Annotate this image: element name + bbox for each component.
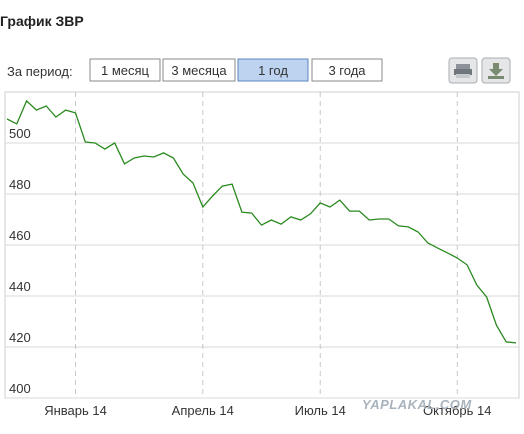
period-button[interactable]: 3 года — [311, 58, 383, 82]
period-label: За период: — [7, 64, 73, 79]
button-label: 3 года — [328, 63, 366, 78]
icon-part — [488, 76, 504, 79]
y-tick-label: 400 — [9, 381, 31, 396]
x-tick-label: Апрель 14 — [172, 403, 234, 418]
button-label: 1 месяц — [101, 63, 150, 78]
y-tick-label: 500 — [9, 126, 31, 141]
watermark: YAPLAKAL.COM — [362, 397, 472, 412]
icon-part — [456, 64, 470, 69]
icon-part — [454, 69, 472, 75]
x-tick-label: Июль 14 — [295, 403, 346, 418]
button-label: 1 год — [258, 63, 288, 78]
y-tick-label: 460 — [9, 228, 31, 243]
print-button[interactable] — [448, 57, 478, 84]
button-box — [89, 58, 161, 82]
data-line — [6, 99, 517, 344]
period-button[interactable]: 3 месяца — [162, 58, 236, 82]
icon-part — [456, 74, 470, 78]
button-box — [162, 58, 236, 82]
y-tick-label: 480 — [9, 177, 31, 192]
y-tick-label: 420 — [9, 330, 31, 345]
x-tick-label: Октябрь 14 — [423, 403, 491, 418]
period-button[interactable]: 1 месяц — [89, 58, 161, 82]
page-title: График ЗВР — [0, 13, 84, 29]
button-box — [237, 58, 309, 82]
y-tick-label: 440 — [9, 279, 31, 294]
icon-part — [489, 63, 503, 76]
button-box — [311, 58, 383, 82]
x-tick-label: Январь 14 — [44, 403, 107, 418]
download-button[interactable] — [481, 57, 511, 84]
button-label: 3 месяца — [171, 63, 227, 78]
period-button[interactable]: 1 год — [237, 58, 309, 82]
